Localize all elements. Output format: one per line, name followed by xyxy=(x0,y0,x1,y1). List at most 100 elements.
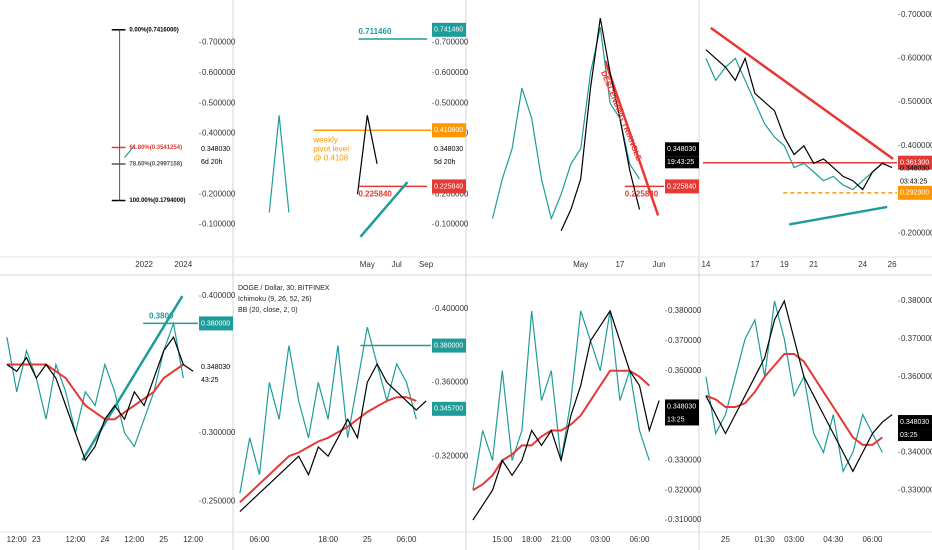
price-tag xyxy=(665,399,699,414)
y-tick-label: 0.100000 xyxy=(202,220,236,229)
y-tick-label: 0.310000 xyxy=(668,515,702,524)
plot-area xyxy=(239,326,431,513)
price-tag xyxy=(898,415,932,430)
x-tick-label: 06:00 xyxy=(862,535,883,544)
price-tag-label: 0.348030 xyxy=(434,146,463,153)
level-label: 0.00%(0.7416000) xyxy=(129,27,178,33)
level-label: 100.00%(0.1794000) xyxy=(129,198,185,204)
price-line xyxy=(472,369,650,492)
y-tick-label: 0.700000 xyxy=(202,38,236,47)
x-tick-label: 04:30 xyxy=(823,535,844,544)
x-tick-label: Jun xyxy=(653,260,666,269)
price-tag-label: 0.348030 xyxy=(900,419,929,426)
price-tag xyxy=(432,401,466,416)
price-line xyxy=(560,17,641,231)
price-tag-timer-label: 03:43:25 xyxy=(900,178,927,185)
price-line xyxy=(705,57,883,191)
price-line xyxy=(472,309,660,521)
price-tag-label: 0.292300 xyxy=(900,190,929,197)
price-line xyxy=(491,27,641,221)
y-tick-label: 0.360000 xyxy=(435,378,469,387)
y-tick-label: 0.380000 xyxy=(901,296,932,305)
price-tag xyxy=(432,338,466,353)
price-line xyxy=(705,49,893,191)
x-tick-label: 03:00 xyxy=(590,535,611,544)
x-tick-label: 21:00 xyxy=(551,535,572,544)
level-label: 78.60%(0.2997158) xyxy=(129,162,182,168)
trend-line xyxy=(710,26,894,160)
y-tick-label: 0.370000 xyxy=(668,336,702,345)
trend-line xyxy=(604,60,660,216)
x-tick-label: May xyxy=(360,260,375,269)
price-tag-label: 0.410800 xyxy=(434,127,463,134)
price-tag-timer-label: 03:25 xyxy=(900,432,918,439)
y-tick-label: 0.370000 xyxy=(901,334,932,343)
level-label: @ 0.4108 xyxy=(313,153,348,162)
x-tick-label: 18:00 xyxy=(318,535,339,544)
price-tag-timer xyxy=(665,156,699,169)
y-tick-label: 0.400000 xyxy=(435,304,469,313)
y-tick-label: 0.320000 xyxy=(668,485,702,494)
level-label: 0.225840 xyxy=(625,190,659,199)
x-tick-label: 12:00 xyxy=(65,535,86,544)
price-tag-timer-label: 43:25 xyxy=(201,377,219,384)
price-tag-label: 0.380000 xyxy=(201,320,230,327)
plot-area xyxy=(705,299,893,474)
x-tick-label: 25 xyxy=(159,535,168,544)
y-tick-label: 0.500000 xyxy=(901,97,932,106)
x-tick-label: 06:00 xyxy=(396,535,417,544)
x-tick-label: 17 xyxy=(750,260,759,269)
y-tick-label: 0.400000 xyxy=(202,291,236,300)
y-tick-label: 0.400000 xyxy=(202,129,236,138)
y-tick-label: 0.600000 xyxy=(901,54,932,63)
y-tick-label: 0.400000 xyxy=(901,141,932,150)
y-tick-label: 0.200000 xyxy=(901,228,932,237)
x-tick-label: 12:00 xyxy=(183,535,204,544)
x-tick-label: 06:00 xyxy=(629,535,650,544)
y-tick-label: 0.250000 xyxy=(202,496,236,505)
x-tick-label: 21 xyxy=(809,260,818,269)
price-tag-label: 0.348030 xyxy=(667,403,696,410)
x-tick-label: 03:00 xyxy=(784,535,805,544)
y-tick-label: 0.360000 xyxy=(668,366,702,375)
y-tick-label: 0.330000 xyxy=(668,455,702,464)
trend-line xyxy=(788,205,888,226)
price-tag-timer-label: 19:43:25 xyxy=(667,159,694,166)
price-line xyxy=(6,321,184,448)
y-tick-label: 0.320000 xyxy=(435,451,469,460)
y-tick-label: 0.600000 xyxy=(435,68,469,77)
price-tag xyxy=(432,179,466,194)
price-tag-label: 0.225840 xyxy=(434,183,463,190)
x-tick-label: 06:00 xyxy=(249,535,270,544)
y-tick-label: 0.700000 xyxy=(901,10,932,19)
trend-line xyxy=(359,181,409,238)
x-tick-label: 15:00 xyxy=(492,535,513,544)
plot-area xyxy=(472,309,660,521)
x-tick-label: 19 xyxy=(780,260,789,269)
y-tick-label: 0.340000 xyxy=(901,448,932,457)
price-tag-timer xyxy=(665,413,699,426)
y-tick-label: 0.300000 xyxy=(202,428,236,437)
price-line xyxy=(705,353,883,446)
x-tick-label: 12:00 xyxy=(124,535,145,544)
price-tag xyxy=(898,185,932,200)
y-tick-label: 0.330000 xyxy=(901,485,932,494)
plot-area xyxy=(111,29,135,202)
price-tag xyxy=(665,142,699,157)
price-tag xyxy=(665,179,699,194)
x-tick-label: 18:00 xyxy=(522,535,543,544)
x-tick-label: 14 xyxy=(701,260,710,269)
legend-text: Ichimoku (9, 26, 52, 26) xyxy=(238,296,312,303)
level-label: 0.225840 xyxy=(358,190,392,199)
price-tag xyxy=(898,155,932,170)
legend-text: BB (20, close, 2, 0) xyxy=(238,307,298,314)
level-label: weekly xyxy=(312,135,337,144)
price-tag-label: 0.361300 xyxy=(900,160,929,167)
legend-text: DOGE / Dollar, 30, BITFINEX xyxy=(238,285,330,292)
price-tag-label: 0.348030 xyxy=(201,364,230,371)
price-tag-timer-label: 13:25 xyxy=(667,416,685,423)
x-tick-label: May xyxy=(573,260,588,269)
x-tick-label: 2024 xyxy=(174,260,192,269)
price-tag-label: 0.348030 xyxy=(201,146,230,153)
